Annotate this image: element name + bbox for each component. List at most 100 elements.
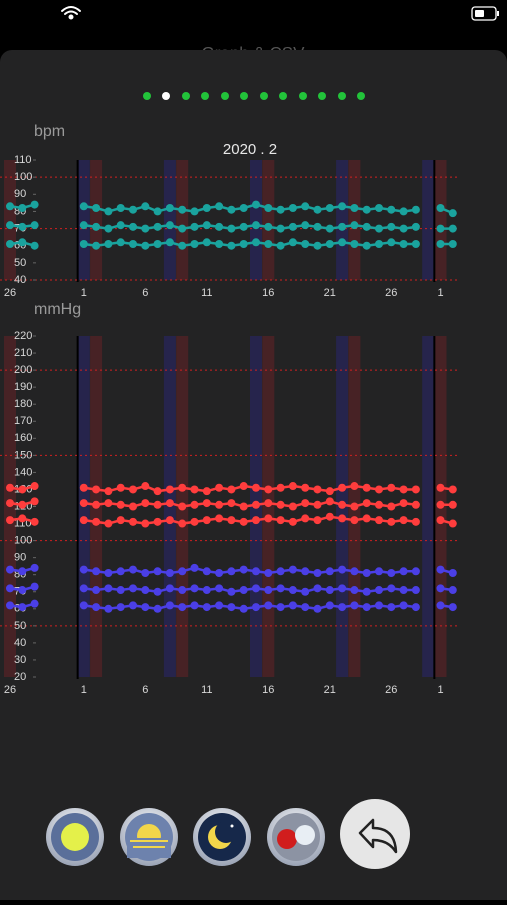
data-point [190, 517, 199, 526]
data-point [375, 485, 383, 494]
data-point [239, 482, 248, 491]
data-point [190, 207, 199, 216]
data-point [338, 238, 347, 247]
data-point [375, 601, 383, 610]
data-point [165, 204, 174, 212]
data-point [252, 516, 260, 525]
data-point [215, 240, 224, 248]
data-point [116, 603, 125, 612]
data-point [313, 241, 322, 250]
data-point [79, 499, 88, 508]
data-point [153, 500, 162, 509]
y-tick-label: 210 [14, 347, 32, 359]
data-point [325, 512, 334, 521]
data-point [313, 500, 322, 509]
data-point [276, 500, 285, 509]
data-point [350, 502, 359, 511]
weekend-band [77, 160, 90, 280]
data-point [79, 565, 88, 574]
data-point [276, 224, 285, 233]
morning-button[interactable] [120, 808, 178, 866]
data-point [202, 603, 211, 612]
data-point [411, 205, 420, 214]
data-point [338, 603, 347, 612]
data-point [165, 516, 174, 525]
data-point [92, 517, 101, 526]
data-point [325, 224, 334, 233]
data-point [178, 205, 187, 214]
data-point [30, 517, 39, 526]
data-point [190, 584, 199, 593]
data-point [276, 567, 285, 576]
data-point [239, 204, 248, 212]
data-point [288, 502, 297, 511]
data-point [129, 584, 137, 593]
data-point [313, 222, 322, 231]
data-point [227, 499, 236, 508]
data-point [411, 603, 420, 612]
data-point [239, 240, 248, 248]
data-point [215, 202, 224, 211]
y-tick-label: 190 [14, 381, 32, 393]
data-point [338, 565, 347, 574]
data-point [448, 586, 457, 595]
data-point [350, 204, 359, 212]
data-point [215, 584, 224, 593]
back-button[interactable] [340, 799, 410, 869]
x-tick-label: 26 [385, 287, 397, 299]
data-point [239, 604, 248, 613]
data-point [227, 205, 236, 214]
data-point [313, 568, 322, 577]
y-tick-label: 30 [14, 654, 26, 666]
data-point [325, 204, 334, 212]
data-point [215, 514, 224, 523]
x-tick-label: 6 [142, 684, 148, 696]
night-button[interactable] [193, 808, 251, 866]
data-point [79, 483, 88, 492]
data-point [276, 516, 285, 525]
medicine-button[interactable] [267, 808, 325, 866]
data-point [387, 238, 396, 247]
data-point [301, 567, 310, 576]
x-tick-label: 1 [81, 684, 87, 696]
data-point [338, 500, 347, 509]
weekend-band [336, 160, 349, 280]
data-point [129, 517, 137, 526]
data-point [116, 204, 125, 212]
data-point [436, 240, 445, 248]
data-point [202, 567, 211, 576]
data-point [190, 601, 199, 610]
data-point [202, 499, 211, 508]
data-point [436, 204, 445, 212]
data-point [6, 483, 14, 492]
data-point [215, 483, 224, 492]
data-point [264, 586, 273, 595]
data-point [18, 204, 27, 212]
data-point [30, 200, 39, 209]
data-point [301, 514, 310, 523]
data-point [411, 222, 420, 231]
data-point [387, 568, 396, 577]
data-point [165, 601, 174, 610]
battery-icon [471, 6, 499, 21]
data-point [6, 565, 14, 574]
data-point [436, 516, 445, 525]
data-point [129, 565, 137, 574]
data-point [362, 241, 371, 250]
data-point [6, 221, 14, 230]
weekend-band [422, 336, 435, 677]
day-button[interactable] [46, 808, 104, 866]
data-point [165, 568, 174, 577]
chart-title: 2020 . 2 [223, 141, 277, 158]
data-point [141, 241, 150, 250]
data-point [215, 601, 224, 610]
data-point [18, 603, 27, 612]
data-point [288, 517, 297, 526]
y-tick-label: 50 [14, 620, 26, 632]
page-dots [143, 92, 365, 100]
data-point [375, 586, 383, 595]
data-point [387, 205, 396, 214]
data-point [190, 485, 199, 494]
